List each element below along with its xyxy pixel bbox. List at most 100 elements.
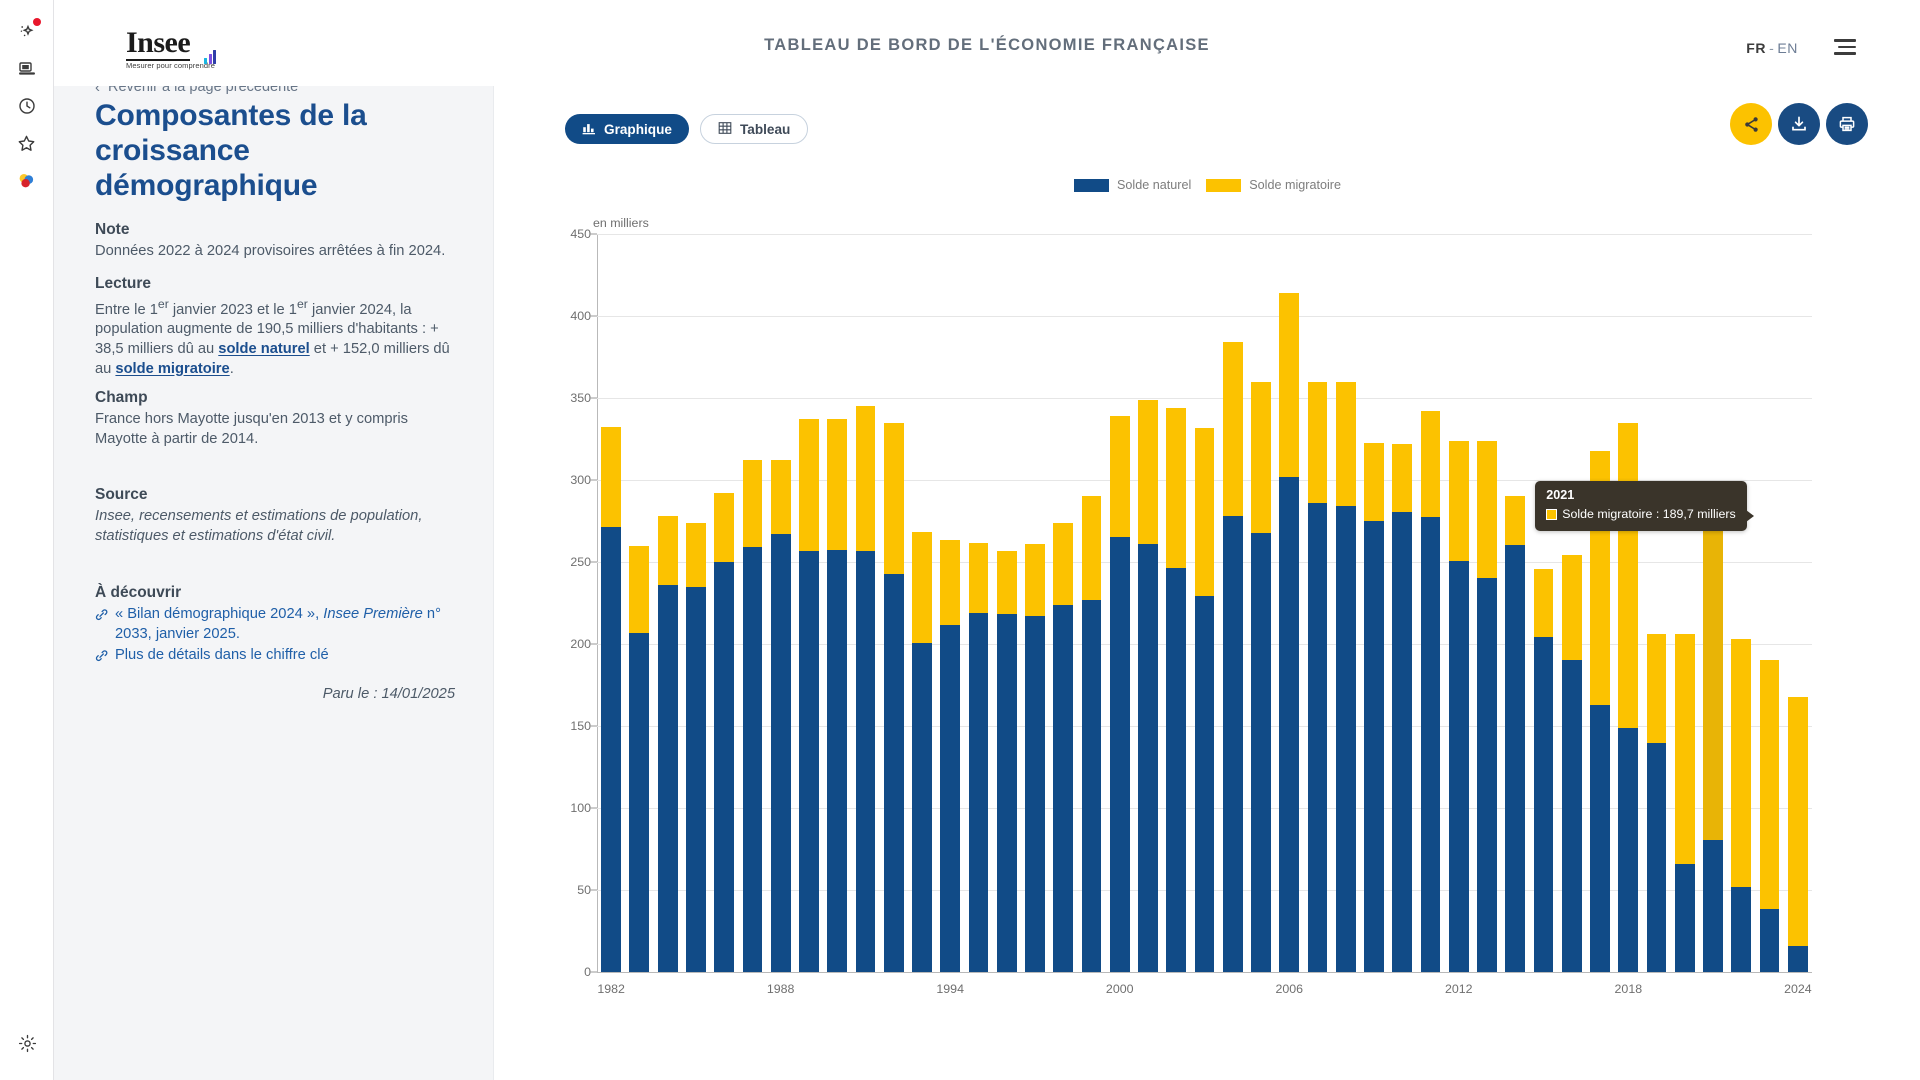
bar-column[interactable] [1674, 634, 1695, 972]
bar-column[interactable] [1703, 528, 1723, 972]
bar-column[interactable] [940, 539, 961, 972]
bar-segment-solde-naturel[interactable] [996, 613, 1017, 972]
bar-column[interactable] [770, 459, 791, 972]
bar-column[interactable] [1505, 495, 1526, 972]
bar-segment-solde-migratoire[interactable] [1222, 342, 1243, 517]
bar-segment-solde-migratoire[interactable] [1787, 696, 1808, 946]
bar-segment-solde-migratoire[interactable] [1420, 411, 1441, 517]
bar-column[interactable] [855, 406, 876, 972]
bar-segment-solde-migratoire[interactable] [1364, 443, 1384, 521]
tab-tableau[interactable]: Tableau [699, 114, 809, 144]
bar-segment-solde-migratoire[interactable] [1505, 495, 1526, 545]
bar-segment-solde-naturel[interactable] [883, 574, 904, 972]
link-solde-naturel[interactable]: solde naturel [218, 340, 310, 357]
bar-segment-solde-migratoire[interactable] [1251, 381, 1271, 534]
bar-segment-solde-migratoire[interactable] [912, 531, 932, 644]
bar-column[interactable] [1392, 443, 1413, 972]
bar-segment-solde-naturel[interactable] [601, 526, 621, 972]
bar-segment-solde-migratoire[interactable] [1646, 634, 1667, 744]
bar-segment-solde-naturel[interactable] [1731, 886, 1752, 972]
bar-segment-solde-migratoire[interactable] [1279, 293, 1300, 477]
bar-segment-solde-migratoire[interactable] [1335, 381, 1356, 507]
bar-segment-solde-naturel[interactable] [912, 643, 932, 972]
bar-segment-solde-naturel[interactable] [1166, 567, 1187, 972]
bar-segment-solde-naturel[interactable] [1477, 578, 1497, 972]
bar-segment-solde-migratoire[interactable] [1307, 381, 1328, 503]
bar-segment-solde-naturel[interactable] [742, 547, 763, 972]
bar-segment-solde-naturel[interactable] [1053, 605, 1074, 972]
bar-segment-solde-migratoire[interactable] [855, 406, 876, 552]
bar-segment-solde-naturel[interactable] [1081, 599, 1102, 972]
bar-column[interactable] [799, 419, 819, 972]
bar-column[interactable] [1138, 399, 1158, 972]
bar-segment-solde-migratoire[interactable] [714, 493, 735, 562]
bar-segment-solde-naturel[interactable] [1618, 728, 1639, 972]
bar-segment-solde-naturel[interactable] [1307, 502, 1328, 972]
bar-column[interactable] [1307, 381, 1328, 972]
bar-segment-solde-naturel[interactable] [1448, 561, 1469, 972]
copilot-sparkle-icon[interactable] [9, 14, 45, 50]
bar-segment-solde-naturel[interactable] [1420, 516, 1441, 972]
bar-segment-solde-naturel[interactable] [1251, 533, 1271, 972]
hamburger-icon[interactable] [1834, 36, 1860, 58]
bar-column[interactable] [1448, 441, 1469, 972]
bar-column[interactable] [1731, 639, 1752, 972]
bar-segment-solde-migratoire[interactable] [1618, 422, 1639, 729]
bar-segment-solde-naturel[interactable] [827, 549, 848, 972]
bar-column[interactable] [1477, 441, 1497, 972]
bar-column[interactable] [1364, 443, 1384, 972]
bar-segment-solde-naturel[interactable] [1335, 506, 1356, 972]
bar-segment-solde-migratoire[interactable] [1025, 543, 1045, 617]
discover-link-2[interactable]: Plus de détails dans le chiffre clé [95, 646, 455, 669]
bar-segment-solde-migratoire[interactable] [968, 543, 989, 613]
history-clock-icon[interactable] [9, 88, 45, 124]
bar-column[interactable] [1787, 696, 1808, 972]
bar-column[interactable] [1194, 427, 1215, 972]
bar-segment-solde-migratoire[interactable] [742, 460, 763, 548]
legend-item-solde-migratoire[interactable]: Solde migratoire [1206, 178, 1341, 192]
bar-segment-solde-naturel[interactable] [1674, 863, 1695, 972]
bar-segment-solde-migratoire[interactable] [1674, 634, 1695, 864]
bar-segment-solde-migratoire[interactable] [1194, 427, 1215, 597]
insee-logo[interactable]: Insee Mesurer pour comprendre [126, 26, 246, 70]
bar-segment-solde-naturel[interactable] [1279, 476, 1300, 972]
bar-segment-solde-migratoire[interactable] [1561, 555, 1582, 661]
bar-segment-solde-migratoire[interactable] [657, 516, 678, 585]
favorites-star-icon[interactable] [9, 125, 45, 161]
bar-segment-solde-migratoire[interactable] [770, 459, 791, 535]
lang-en[interactable]: EN [1777, 40, 1798, 56]
bar-segment-solde-naturel[interactable] [1561, 660, 1582, 972]
bar-column[interactable] [1279, 293, 1300, 972]
bar-column[interactable] [1081, 496, 1102, 972]
bar-segment-solde-migratoire[interactable] [1109, 416, 1130, 537]
bar-segment-solde-migratoire[interactable] [1477, 441, 1497, 579]
gear-icon[interactable] [9, 1025, 45, 1061]
bar-column[interactable] [1420, 411, 1441, 972]
bar-segment-solde-naturel[interactable] [1194, 596, 1215, 972]
lang-fr[interactable]: FR [1746, 40, 1767, 56]
bar-column[interactable] [714, 493, 735, 972]
bar-segment-solde-naturel[interactable] [770, 534, 791, 972]
bar-column[interactable] [1759, 659, 1780, 972]
bar-segment-solde-naturel[interactable] [1590, 704, 1610, 972]
bar-column[interactable] [657, 516, 678, 972]
bar-segment-solde-naturel[interactable] [855, 551, 876, 972]
bar-segment-solde-naturel[interactable] [1025, 616, 1045, 972]
bar-segment-solde-migratoire[interactable] [1081, 496, 1102, 600]
bar-column[interactable] [1109, 416, 1130, 972]
bar-column[interactable] [1251, 381, 1271, 972]
bar-segment-solde-migratoire[interactable] [1053, 522, 1074, 606]
bar-column[interactable] [742, 460, 763, 972]
bar-segment-solde-migratoire[interactable] [1166, 407, 1187, 568]
bar-segment-solde-naturel[interactable] [1505, 544, 1526, 972]
back-link[interactable]: ‹ Revenir à la page précédente [95, 86, 298, 95]
bar-column[interactable] [1335, 381, 1356, 972]
bar-segment-solde-migratoire[interactable] [1703, 528, 1723, 840]
share-button[interactable] [1730, 103, 1772, 145]
bar-column[interactable] [1166, 407, 1187, 972]
bar-segment-solde-naturel[interactable] [657, 584, 678, 972]
bar-segment-solde-migratoire[interactable] [629, 546, 650, 633]
bar-column[interactable] [1561, 555, 1582, 972]
bar-column[interactable] [1025, 543, 1045, 972]
bar-column[interactable] [968, 543, 989, 972]
